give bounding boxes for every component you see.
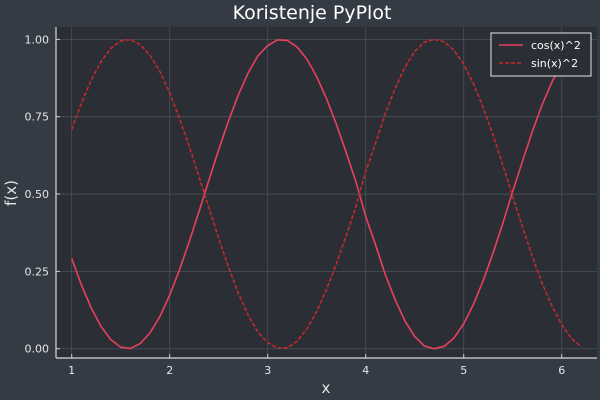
plot-area	[56, 27, 597, 358]
tick-labels: 1 2 3 4 5 6 0.00 0.25 0.50 0.75 1.00	[25, 33, 566, 377]
legend: cos(x)^2 sin(x)^2	[490, 32, 592, 77]
series-lines	[70, 38, 582, 350]
axes	[55, 27, 597, 359]
x-tick-label: 5	[460, 364, 467, 377]
chart-title: Koristenje PyPlot	[233, 2, 392, 24]
x-tick-label: 6	[558, 364, 565, 377]
series-line-cos	[70, 39, 582, 350]
x-axis-label: x	[322, 379, 331, 397]
y-tick-label: 1.00	[25, 33, 50, 46]
legend-label-cos: cos(x)^2	[531, 39, 581, 52]
y-tick-label: 0.00	[25, 343, 50, 356]
x-tick-label: 3	[264, 364, 271, 377]
x-tick-label: 1	[68, 364, 75, 377]
y-tick-label: 0.50	[25, 188, 50, 201]
y-tick-label: 0.75	[25, 111, 50, 124]
legend-label-sin: sin(x)^2	[531, 57, 578, 70]
y-axis-label: f(x)	[2, 180, 20, 206]
x-tick-label: 4	[362, 364, 369, 377]
series-line-sin	[70, 38, 582, 349]
y-tick-label: 0.25	[25, 265, 50, 278]
legend-box	[490, 32, 592, 77]
x-tick-label: 2	[166, 364, 173, 377]
